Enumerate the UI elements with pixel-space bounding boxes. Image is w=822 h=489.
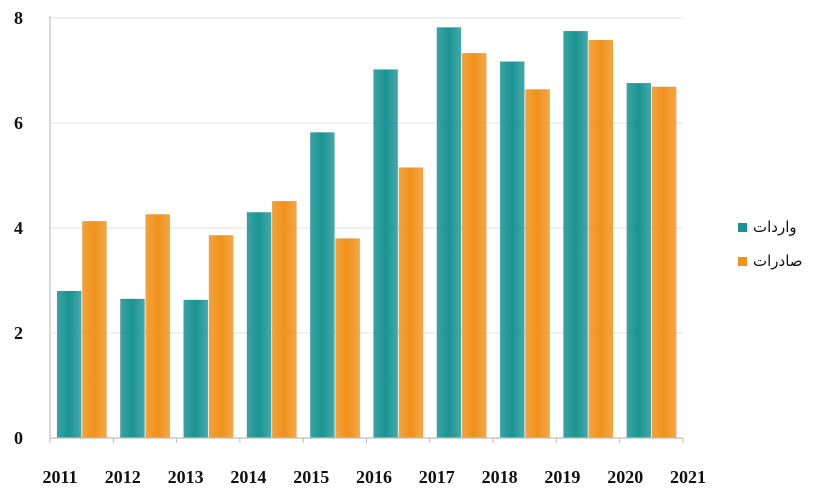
gridlines [50,17,683,334]
bar-series-2-2020 [651,86,677,439]
legend-swatch [738,257,747,266]
x-tick-label: 2020 [607,467,643,487]
x-tick-label: 2016 [356,467,392,487]
legend: واردات صادرات [738,218,803,270]
x-tick-label: 2012 [105,467,141,487]
y-tick-label: 4 [14,218,23,238]
bar-series-2-2012 [145,214,171,439]
bar-series-2-2011 [82,220,107,439]
bar-series-1-2012 [120,298,145,439]
legend-label: صادرات [753,252,803,270]
legend-label: واردات [753,218,797,236]
bar-series-2-2018 [525,89,551,439]
bar-series-1-2019 [563,30,589,439]
bar-series-2-2016 [398,167,424,439]
axes [49,16,684,443]
legend-swatch [738,223,747,232]
bar-series-1-2020 [626,82,652,439]
bar-series-1-2015 [309,132,335,439]
x-tick-label: 2018 [482,467,518,487]
x-tick-label: 2013 [168,467,204,487]
y-tick-label: 6 [14,113,23,133]
bar-series-1-2013 [183,299,209,439]
bar-series-2-2013 [208,235,234,439]
x-tick-label: 2019 [544,467,580,487]
bars [56,27,677,439]
bar-series-1-2017 [436,27,462,439]
bar-series-1-2014 [246,212,272,439]
bar-series-2-2017 [461,52,487,439]
bar-series-1-2018 [499,61,525,439]
bar-series-2-2019 [588,39,614,439]
x-tick-label: 2017 [419,467,455,487]
y-tick-label: 8 [14,8,23,28]
x-axis-ticks: 2011 2012 2013 2014 2015 2016 2017 2018 2019 2020… [42,467,706,487]
bar-series-1-2011 [56,290,82,439]
bar-series-2-2014 [271,200,297,439]
bar-series-1-2016 [373,69,399,439]
y-axis-ticks: 0 2 4 6 8 [14,8,23,448]
x-tick-label: 2014 [230,467,266,487]
x-tick-label: 2015 [293,467,329,487]
bar-series-2-2015 [335,238,361,439]
x-tick-label: 2021 [670,467,706,487]
y-tick-label: 0 [14,428,23,448]
y-tick-label: 2 [14,323,23,343]
x-tick-label: 2011 [42,467,77,487]
